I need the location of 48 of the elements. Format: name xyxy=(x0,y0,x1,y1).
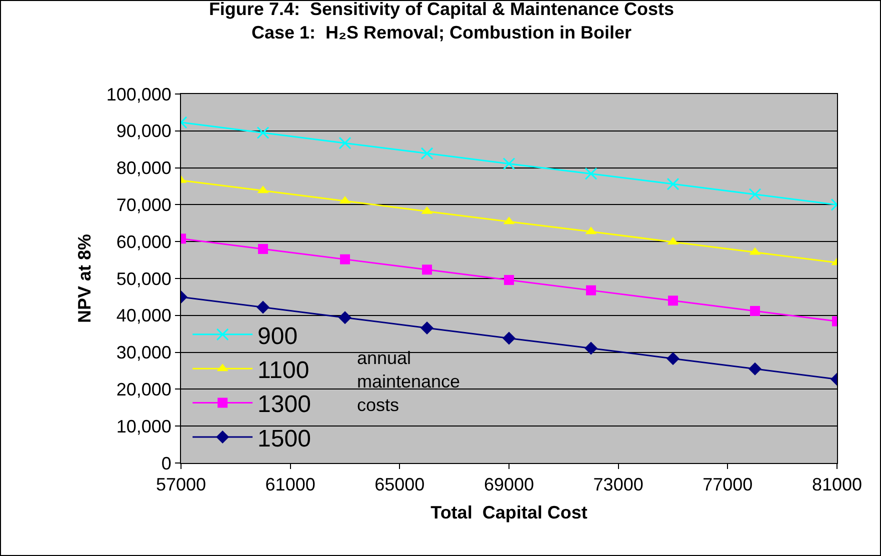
point xyxy=(748,362,762,376)
point xyxy=(338,311,352,324)
point xyxy=(502,157,516,170)
point xyxy=(502,332,516,345)
x-tick-label: 81000 xyxy=(812,474,862,495)
x-tick-label: 69000 xyxy=(484,474,534,495)
legend-label: 900 xyxy=(258,322,298,350)
x-tick-label: 61000 xyxy=(265,474,316,495)
annotation: annual maintenance costs xyxy=(357,348,460,415)
point xyxy=(338,136,352,150)
x-tick-label: 73000 xyxy=(593,474,644,495)
point xyxy=(668,296,678,306)
legend-label: 1100 xyxy=(258,356,310,384)
y-tick-label: 10,000 xyxy=(116,416,172,436)
x-axis-title: Total Capital Cost xyxy=(430,502,588,523)
chart-title: Figure 7.4: Sensitivity of Capital & Maintenance Costs xyxy=(208,0,674,19)
y-tick-label: 20,000 xyxy=(116,380,172,400)
y-tick-label: 100,000 xyxy=(106,84,172,104)
y-axis-title: NPV at 8% xyxy=(74,234,95,324)
point xyxy=(420,321,434,334)
point xyxy=(666,178,680,190)
x-tick-label: 65000 xyxy=(374,474,425,495)
y-tick-label: 70,000 xyxy=(116,195,172,215)
point xyxy=(584,167,598,180)
y-tick-label: 90,000 xyxy=(116,121,172,142)
point xyxy=(258,244,268,254)
point xyxy=(420,147,434,160)
point xyxy=(422,264,432,275)
point xyxy=(750,306,760,316)
y-tick-label: 40,000 xyxy=(116,306,172,326)
y-tick-label: 50,000 xyxy=(116,268,172,289)
y-tick-label: 0 xyxy=(161,453,172,474)
y-tick-label: 60,000 xyxy=(116,232,172,252)
point xyxy=(340,254,350,264)
legend-label: 1300 xyxy=(258,391,311,418)
y-tick-label: 80,000 xyxy=(116,158,172,178)
point xyxy=(504,274,514,285)
x-tick-label: 77000 xyxy=(702,474,753,495)
point xyxy=(256,300,270,314)
legend-label: 1500 xyxy=(258,425,311,452)
y-tick-label: 30,000 xyxy=(116,342,172,363)
point xyxy=(748,188,762,201)
point xyxy=(256,126,270,139)
point xyxy=(586,285,596,296)
x-tick-label: 57000 xyxy=(156,474,206,495)
chart-subtitle: Case 1: H₂S Removal; Combustion in Boiler xyxy=(251,22,632,42)
point xyxy=(666,352,680,366)
point xyxy=(584,342,598,355)
